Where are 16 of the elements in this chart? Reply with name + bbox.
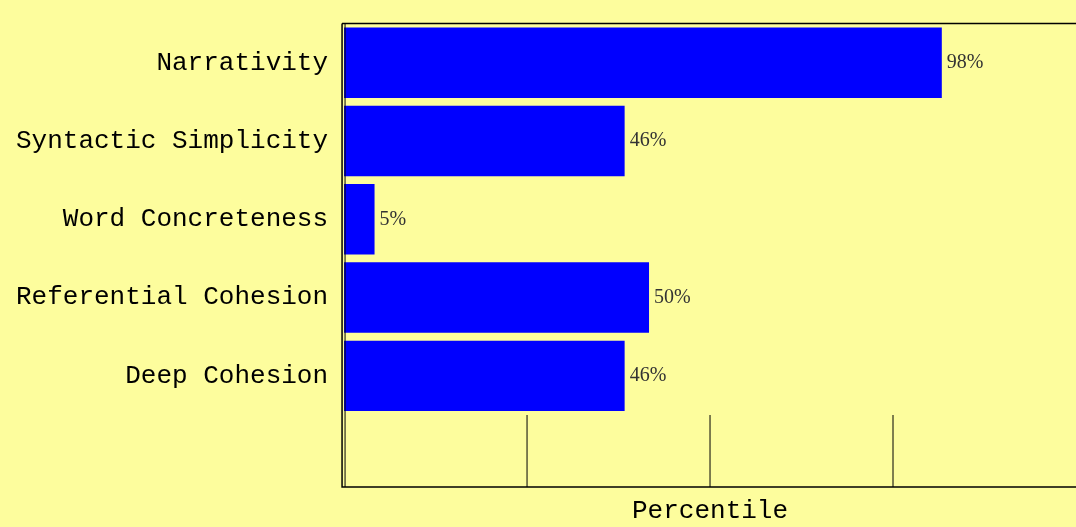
data-label: 50% (654, 284, 691, 307)
bar (344, 27, 942, 98)
data-label: 46% (629, 363, 667, 386)
data-label: 98% (946, 49, 984, 72)
data-label: 46% (629, 128, 667, 151)
bar (344, 184, 375, 255)
bar (344, 105, 625, 177)
data-label: 5% (379, 206, 407, 229)
y-tick-label: Deep Cohesion (125, 360, 329, 391)
x-axis-title: Percentile (632, 496, 789, 527)
y-tick-label: Syntactic Simplicity (15, 125, 329, 156)
bar (344, 262, 650, 333)
y-tick-label: Referential Cohesion (15, 282, 329, 313)
bar (344, 340, 625, 412)
y-tick-label: Word Concreteness (62, 204, 329, 235)
y-tick-label: Narrativity (156, 47, 329, 78)
